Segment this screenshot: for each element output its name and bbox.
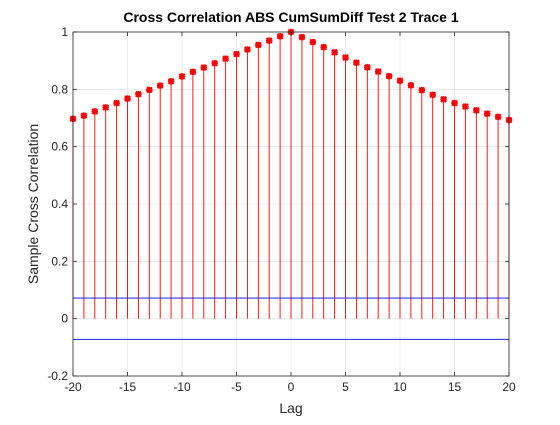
- stem-marker: [200, 64, 208, 71]
- x-tick-label: 5: [342, 380, 349, 394]
- stem-marker: [244, 46, 251, 53]
- stem-marker: [102, 104, 110, 111]
- confidence-bounds: [73, 297, 509, 340]
- x-tick-label: -5: [231, 380, 242, 394]
- x-tick-label: -15: [119, 380, 137, 394]
- y-tick-label: 1: [61, 25, 68, 39]
- stem-marker: [178, 73, 186, 80]
- stem-marker: [135, 90, 142, 98]
- stem-marker: [462, 103, 469, 110]
- stem-marker: [418, 86, 426, 94]
- stem-markers: [69, 28, 513, 124]
- y-tick-label: 0.6: [51, 140, 68, 154]
- stem-marker: [309, 38, 317, 46]
- x-tick-label: -20: [64, 380, 82, 394]
- stem-marker: [91, 108, 99, 115]
- stems: [72, 32, 510, 319]
- stem-marker: [353, 59, 360, 66]
- stem-marker: [374, 68, 382, 75]
- stem-marker: [483, 110, 491, 118]
- stem-marker: [145, 86, 153, 94]
- stem-marker: [80, 112, 88, 120]
- stem-marker: [189, 68, 197, 76]
- stem-marker: [440, 96, 447, 103]
- x-axis-label: Lag: [279, 400, 302, 416]
- x-tick-label: 0: [288, 380, 295, 394]
- stem-marker: [320, 43, 328, 51]
- stem-marker: [156, 82, 164, 89]
- stem-marker: [429, 91, 437, 99]
- x-tick-label: -10: [173, 380, 191, 394]
- stem-marker: [331, 49, 338, 56]
- stem-marker: [276, 32, 284, 40]
- stem-marker: [363, 63, 371, 71]
- y-tick-label: 0: [61, 312, 68, 326]
- stem-marker: [494, 113, 502, 121]
- x-axis-ticks: -20 -15 -10 -5 0 5 10 15 20: [64, 32, 516, 394]
- stem-marker: [113, 99, 120, 107]
- stem-marker: [472, 106, 480, 114]
- y-tick-label: -0.2: [47, 369, 68, 383]
- x-tick-label: 15: [448, 380, 462, 394]
- stem-marker: [407, 82, 415, 89]
- y-tick-label: 0.2: [51, 254, 68, 268]
- stem-marker: [211, 59, 219, 67]
- stem-marker: [167, 77, 175, 85]
- y-tick-label: 0.8: [51, 82, 68, 96]
- stem-marker: [233, 50, 240, 58]
- stem-marker: [451, 99, 458, 107]
- stem-marker: [342, 54, 349, 61]
- stem-marker: [396, 77, 404, 85]
- stem-marker: [298, 33, 306, 41]
- y-tick-label: 0.4: [51, 197, 68, 211]
- y-axis-label: Sample Cross Correlation: [25, 124, 41, 284]
- y-axis-ticks: -0.2 0 0.2 0.4 0.6 0.8 1: [47, 25, 509, 383]
- stem-marker: [222, 55, 229, 62]
- x-tick-label: 10: [393, 380, 407, 394]
- stem-marker: [254, 41, 262, 49]
- chart-title: Cross Correlation ABS CumSumDiff Test 2 …: [123, 9, 459, 25]
- stem-marker: [265, 37, 273, 44]
- stem-marker: [385, 72, 393, 80]
- x-tick-label: 20: [502, 380, 516, 394]
- stem-marker: [124, 95, 131, 102]
